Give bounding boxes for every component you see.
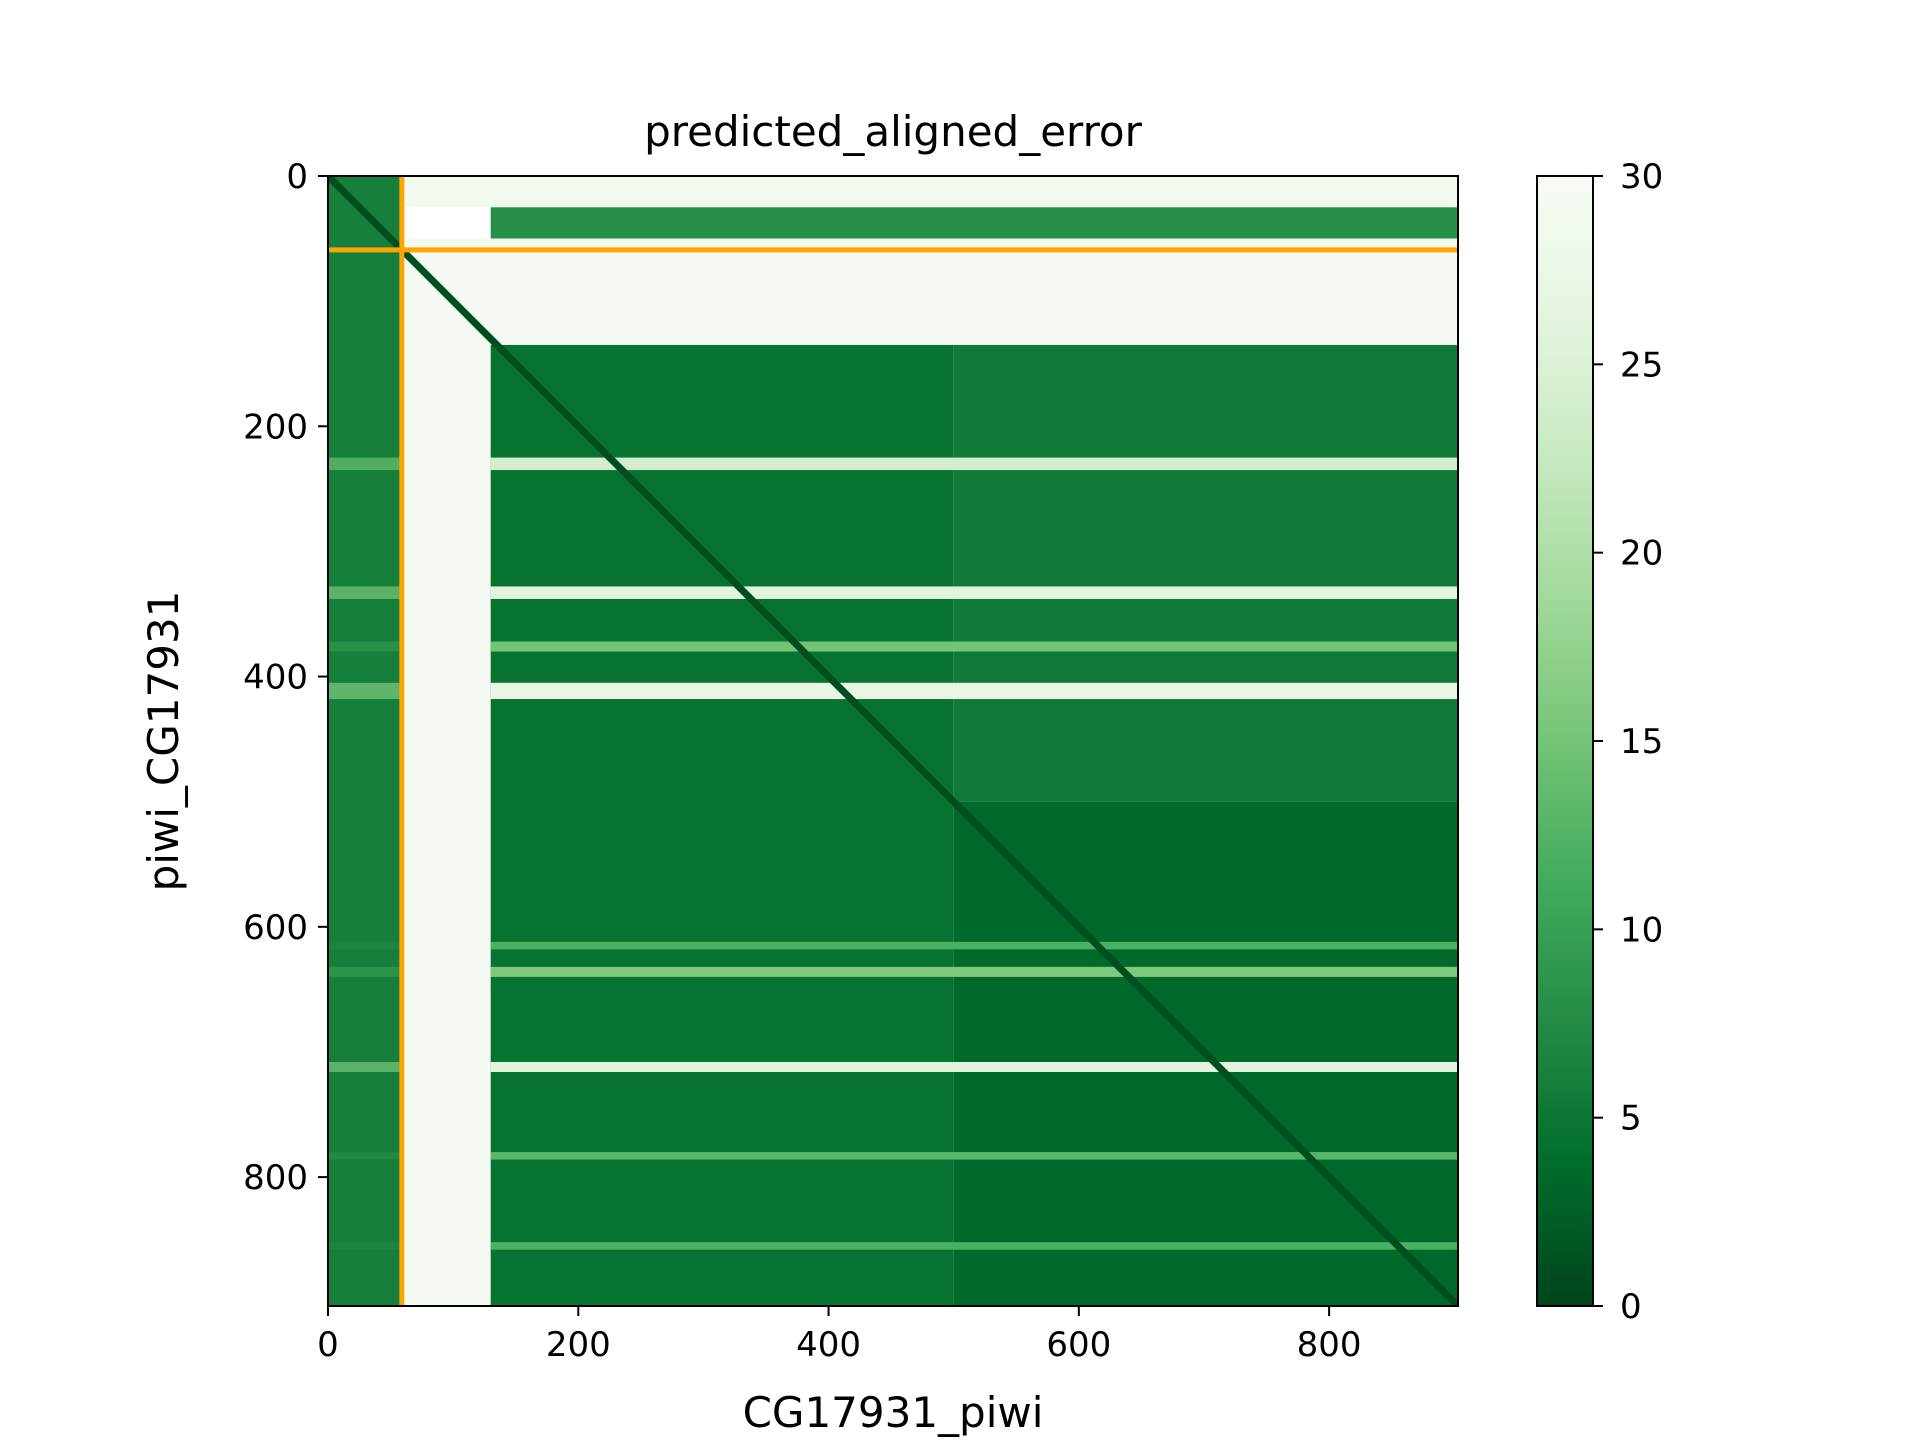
heatmap-band: [328, 683, 402, 699]
heatmap-region: [328, 250, 402, 1306]
x-tick-label: 0: [317, 1325, 339, 1365]
x-tick-label: 200: [546, 1325, 611, 1365]
heatmap-region: [954, 345, 1458, 802]
colorbar-tick-label: 15: [1620, 722, 1663, 762]
x-tick-label: 400: [796, 1325, 861, 1365]
y-tick-label: 0: [286, 157, 308, 197]
heatmap-band: [328, 1152, 402, 1160]
y-axis-label: piwi_CG17931: [139, 591, 188, 892]
colorbar: [1537, 176, 1593, 1306]
colorbar-tick-label: 20: [1620, 534, 1663, 574]
heatmap-band: [491, 683, 1458, 699]
y-axis: 0 200 400 600 800: [243, 157, 328, 1198]
x-axis-label: CG17931_piwi: [743, 1388, 1044, 1437]
y-tick-label: 200: [243, 407, 308, 447]
x-tick-label: 600: [1046, 1325, 1111, 1365]
colorbar-axis: 0 5 10 15 20 25 30: [1593, 157, 1663, 1327]
heatmap-region: [491, 345, 954, 1306]
x-tick-label: 800: [1297, 1325, 1362, 1365]
heatmap-region: [402, 250, 1458, 345]
heatmap-band: [328, 458, 402, 471]
heatmap-band: [491, 967, 1458, 977]
y-tick-label: 800: [243, 1158, 308, 1198]
heatmap-band: [491, 1242, 1458, 1250]
heatmap-band: [328, 1242, 402, 1250]
colorbar-tick-label: 30: [1620, 157, 1663, 197]
heatmap-region: [402, 176, 1458, 207]
colorbar-tick-label: 25: [1620, 345, 1663, 385]
heatmap-band: [328, 642, 402, 652]
y-tick-label: 600: [243, 908, 308, 948]
colorbar-tick-label: 5: [1620, 1099, 1642, 1139]
heatmap-region: [491, 207, 1458, 238]
heatmap-band: [491, 642, 1458, 652]
chart-title: predicted_aligned_error: [644, 107, 1142, 156]
heatmap-band: [491, 942, 1458, 950]
colorbar-tick-label: 0: [1620, 1287, 1642, 1327]
colorbar-tick-label: 10: [1620, 910, 1663, 950]
heatmap-band: [328, 1062, 402, 1072]
heatmap-band: [328, 967, 402, 977]
heatmap-band: [491, 586, 1458, 599]
heatmap-band: [328, 586, 402, 599]
heatmap: [328, 176, 1458, 1306]
heatmap-region: [402, 345, 491, 1306]
heatmap-band: [491, 458, 1458, 471]
y-tick-label: 400: [243, 658, 308, 698]
x-axis: 0 200 400 600 800: [317, 1306, 1361, 1365]
heatmap-band: [328, 942, 402, 950]
heatmap-band: [491, 1062, 1458, 1072]
